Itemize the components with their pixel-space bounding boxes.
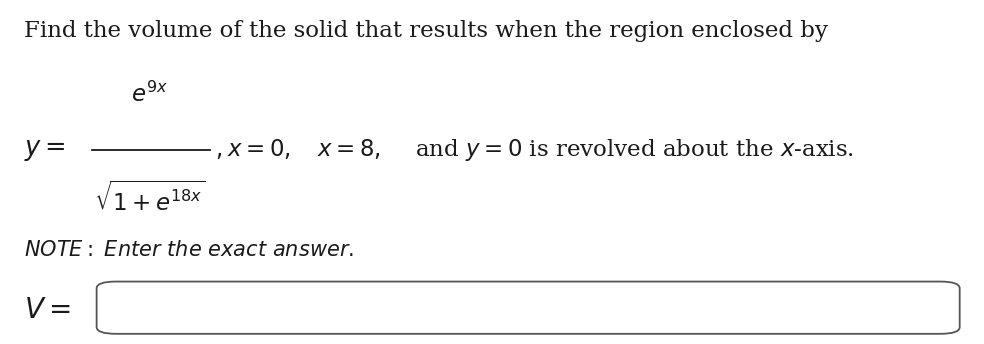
- Text: Find the volume of the solid that results when the region enclosed by: Find the volume of the solid that result…: [25, 20, 829, 42]
- Text: $\mathit{NOTE{:}\ Enter\ the\ exact\ answer.}$: $\mathit{NOTE{:}\ Enter\ the\ exact\ ans…: [25, 239, 354, 259]
- Text: $x = 0, \quad x = 8, \quad $ and $y = 0$ is revolved about the $x$-axis.: $x = 0, \quad x = 8, \quad $ and $y = 0$…: [226, 137, 854, 163]
- Text: $e^{9x}$: $e^{9x}$: [131, 82, 168, 107]
- Text: $,$: $,$: [215, 139, 222, 161]
- Text: $y = $: $y = $: [25, 138, 66, 163]
- Text: $\sqrt{1 + e^{18x}}$: $\sqrt{1 + e^{18x}}$: [93, 182, 206, 216]
- FancyBboxPatch shape: [96, 281, 959, 334]
- Text: $V = $: $V = $: [25, 297, 71, 324]
